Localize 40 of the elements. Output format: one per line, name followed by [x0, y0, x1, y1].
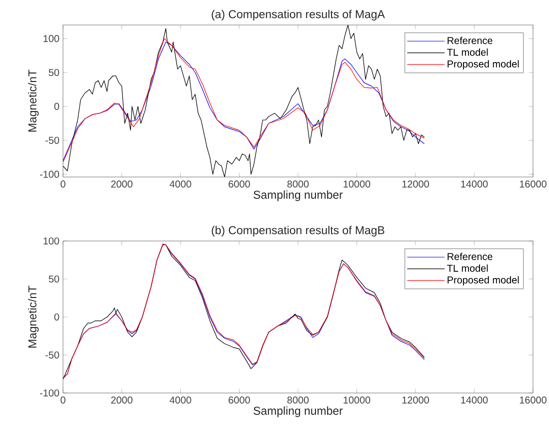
- x-tick-label: 2000: [111, 180, 132, 188]
- x-tick-label: 14000: [461, 180, 488, 188]
- x-tick-label: 10000: [344, 396, 370, 404]
- x-tick-label: 12000: [402, 396, 429, 404]
- x-axis-title: Sampling number: [254, 190, 343, 202]
- legend-label: TL model: [447, 48, 488, 56]
- x-tick-label: 8000: [287, 180, 309, 188]
- x-tick-label: 8000: [287, 396, 309, 404]
- y-axis-title: Magnetic/nT: [28, 70, 39, 132]
- y-tick-label: 0: [54, 313, 60, 321]
- y-tick-label: 100: [44, 35, 60, 42]
- x-axis-title: Sampling number: [254, 406, 343, 418]
- x-tick-label: 0: [60, 396, 66, 404]
- x-tick-label: 2000: [111, 396, 132, 404]
- y-tick-label: -100: [40, 170, 60, 178]
- legend-label: Reference: [448, 252, 492, 260]
- y-tick-label: -50: [46, 136, 60, 144]
- x-tick-label: 16000: [520, 180, 546, 188]
- y-tick-label: 0: [54, 102, 60, 110]
- y-tick-label: -50: [46, 351, 60, 359]
- x-tick-label: 16000: [520, 396, 546, 404]
- chart-title: (a) Compensation results of MagA: [212, 10, 385, 20]
- y-tick-label: 50: [48, 275, 60, 283]
- legend-label: Proposed model: [448, 60, 519, 70]
- x-tick-label: 0: [60, 180, 66, 188]
- legend-label: TL model: [447, 264, 488, 272]
- legend-label: Proposed model: [448, 276, 519, 286]
- y-axis-title: Magnetic/nT: [28, 286, 39, 348]
- x-tick-label: 14000: [461, 396, 488, 404]
- y-tick-label: 100: [44, 237, 60, 245]
- chart-title: (b) Compensation results of MagB: [212, 226, 384, 236]
- y-tick-label: -100: [40, 389, 60, 397]
- x-tick-label: 6000: [228, 396, 250, 404]
- x-tick-label: 10000: [344, 180, 370, 188]
- x-tick-label: 6000: [228, 180, 250, 188]
- legend-label: Reference: [448, 36, 492, 44]
- x-tick-label: 12000: [402, 180, 429, 188]
- y-tick-label: 50: [48, 68, 60, 76]
- x-tick-label: 4000: [170, 396, 192, 404]
- x-tick-label: 4000: [170, 180, 192, 188]
